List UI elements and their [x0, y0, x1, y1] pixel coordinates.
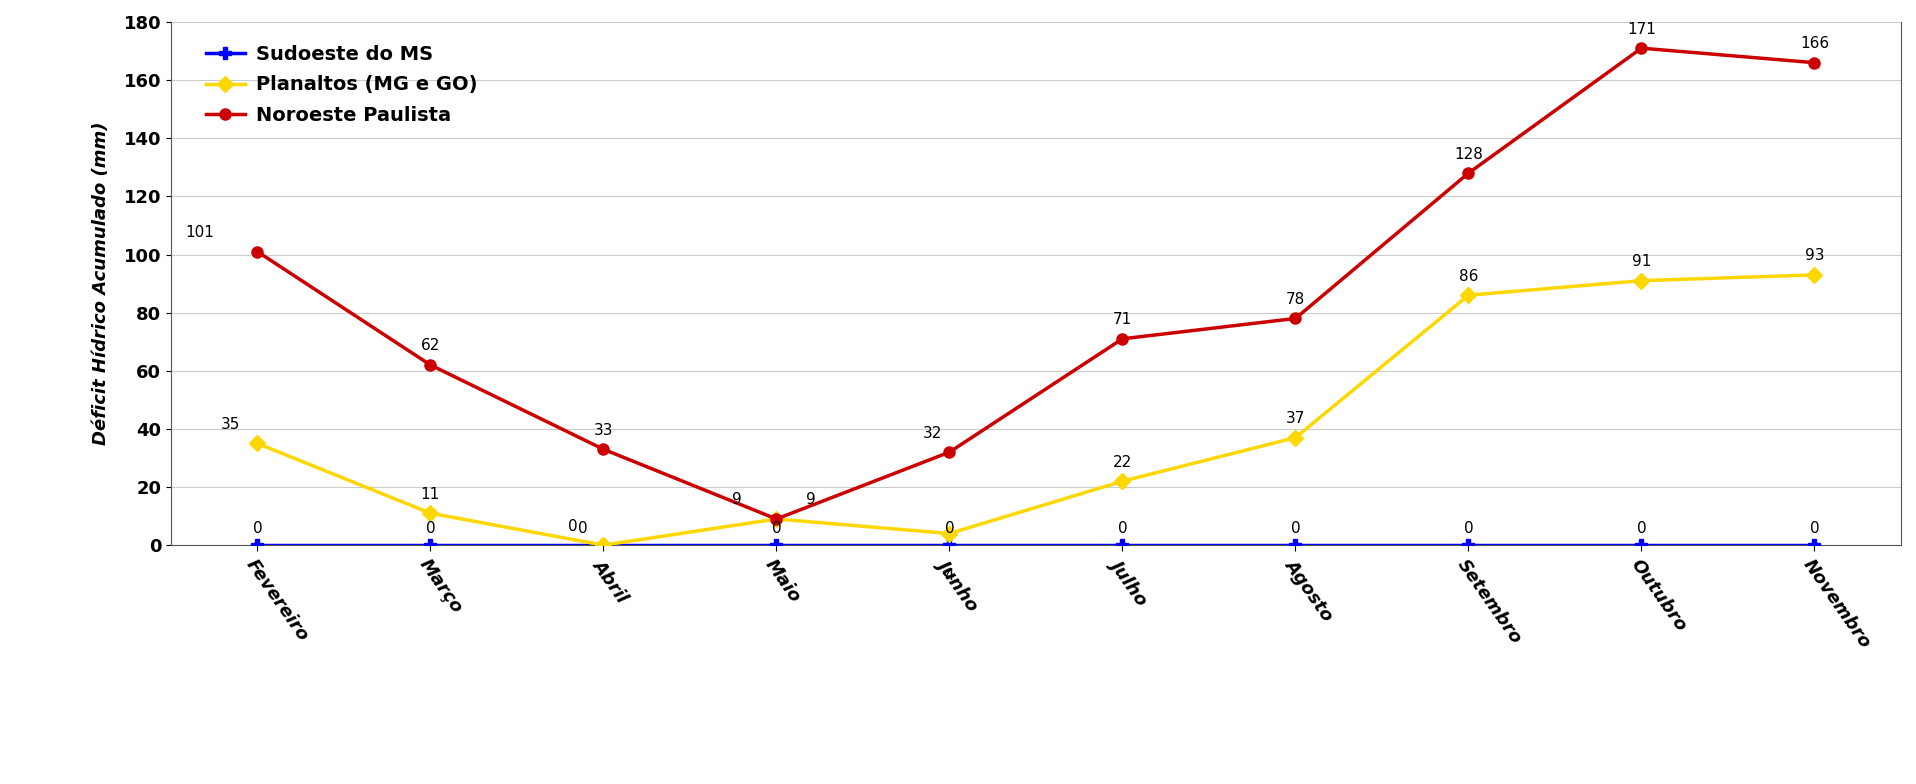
Text: 4: 4	[945, 568, 954, 583]
Text: 78: 78	[1286, 292, 1305, 307]
Text: 0: 0	[579, 521, 588, 536]
Text: 93: 93	[1805, 249, 1824, 263]
Planaltos (MG e GO)	[939, 529, 962, 539]
Planaltos (MG e GO)	[1803, 270, 1826, 280]
Text: 0: 0	[945, 521, 954, 536]
Text: 33: 33	[594, 423, 613, 437]
Text: 11: 11	[422, 487, 441, 502]
Line: Noroeste Paulista: Noroeste Paulista	[251, 42, 1820, 524]
Sudoeste do MS	[1803, 540, 1826, 550]
Sudoeste do MS	[592, 540, 615, 550]
Sudoeste do MS	[420, 540, 443, 550]
Planaltos (MG e GO)	[1111, 477, 1134, 486]
Planaltos (MG e GO)	[1631, 276, 1654, 285]
Sudoeste do MS	[939, 540, 962, 550]
Noroeste Paulista	[939, 448, 962, 457]
Text: 9: 9	[807, 492, 816, 507]
Noroeste Paulista	[1111, 334, 1134, 343]
Text: 101: 101	[186, 225, 215, 240]
Noroeste Paulista	[764, 514, 787, 524]
Noroeste Paulista	[420, 361, 443, 370]
Text: 0: 0	[1291, 521, 1301, 536]
Planaltos (MG e GO)	[764, 514, 787, 524]
Planaltos (MG e GO)	[245, 439, 268, 448]
Sudoeste do MS	[245, 540, 268, 550]
Planaltos (MG e GO)	[1284, 433, 1307, 442]
Sudoeste do MS	[1456, 540, 1479, 550]
Text: 0: 0	[1117, 521, 1127, 536]
Text: 35: 35	[220, 417, 240, 432]
Y-axis label: Déficit Hídrico Acumulado (mm): Déficit Hídrico Acumulado (mm)	[92, 122, 109, 445]
Legend: Sudoeste do MS, Planaltos (MG e GO), Noroeste Paulista: Sudoeste do MS, Planaltos (MG e GO), Nor…	[197, 37, 485, 132]
Text: 62: 62	[422, 339, 441, 354]
Planaltos (MG e GO)	[592, 540, 615, 550]
Noroeste Paulista	[592, 445, 615, 454]
Text: 0: 0	[425, 521, 435, 536]
Text: 71: 71	[1113, 312, 1132, 327]
Line: Sudoeste do MS: Sudoeste do MS	[251, 539, 1820, 550]
Sudoeste do MS	[764, 540, 787, 550]
Noroeste Paulista	[245, 247, 268, 256]
Noroeste Paulista	[1803, 58, 1826, 67]
Planaltos (MG e GO)	[1456, 291, 1479, 300]
Sudoeste do MS	[1111, 540, 1134, 550]
Text: 91: 91	[1632, 254, 1652, 269]
Text: 22: 22	[1113, 455, 1132, 470]
Text: 0: 0	[567, 518, 577, 534]
Sudoeste do MS	[1284, 540, 1307, 550]
Text: 37: 37	[1286, 411, 1305, 426]
Noroeste Paulista	[1284, 314, 1307, 323]
Text: 0: 0	[253, 521, 262, 536]
Noroeste Paulista	[1631, 43, 1654, 53]
Text: 0: 0	[1464, 521, 1473, 536]
Line: Planaltos (MG e GO): Planaltos (MG e GO)	[251, 270, 1820, 550]
Text: 166: 166	[1799, 36, 1830, 51]
Text: 171: 171	[1627, 21, 1655, 37]
Planaltos (MG e GO)	[420, 509, 443, 518]
Text: 0: 0	[772, 521, 782, 536]
Noroeste Paulista	[1456, 169, 1479, 178]
Text: 0: 0	[1636, 521, 1646, 536]
Text: 9: 9	[732, 492, 741, 507]
Sudoeste do MS	[1631, 540, 1654, 550]
Text: 32: 32	[922, 426, 943, 441]
Text: 128: 128	[1454, 147, 1483, 162]
Text: 86: 86	[1458, 269, 1477, 284]
Text: 0: 0	[1811, 521, 1820, 536]
